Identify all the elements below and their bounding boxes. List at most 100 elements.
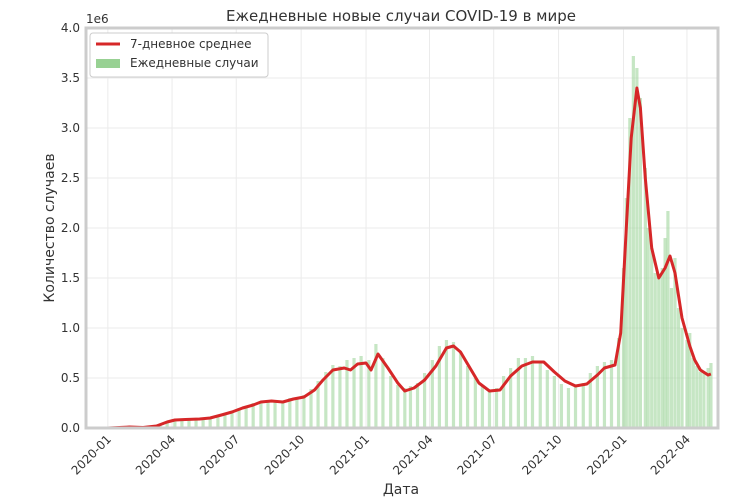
daily-case-bar — [628, 118, 632, 428]
x-tick-label: 2021-07 — [454, 432, 499, 477]
x-axis-ticks: 2020-01 2020-04 2020-07 2020-10 2021-01 2021-… — [69, 432, 693, 477]
y-tick-label: 0.5 — [61, 371, 80, 385]
daily-case-bar — [374, 344, 378, 428]
daily-case-bar — [389, 376, 393, 428]
daily-case-bar — [691, 358, 695, 428]
daily-case-bar — [709, 363, 713, 428]
daily-case-bar — [295, 398, 299, 428]
daily-case-bar — [165, 422, 169, 428]
daily-case-bar — [660, 268, 664, 428]
daily-case-bar — [266, 400, 270, 428]
daily-case-bar — [621, 268, 626, 428]
daily-case-bar — [538, 362, 542, 428]
daily-case-bar — [230, 411, 234, 428]
daily-case-bar — [653, 273, 657, 428]
daily-case-bar — [695, 366, 699, 428]
daily-case-bar — [552, 376, 556, 428]
daily-case-bar — [573, 386, 578, 428]
daily-case-bar — [698, 372, 702, 428]
daily-case-bar — [581, 383, 585, 428]
daily-case-bar — [430, 360, 434, 428]
x-axis-label: Дата — [383, 482, 419, 498]
seven-day-average-line — [107, 86, 712, 430]
daily-case-bar — [676, 308, 681, 428]
daily-case-bar — [408, 386, 413, 428]
x-tick-label: 2022-04 — [648, 432, 693, 477]
daily-case-bar — [359, 356, 363, 428]
y-tick-label: 1.0 — [61, 321, 80, 335]
daily-case-bar — [180, 419, 184, 428]
x-tick-label: 2020-10 — [262, 432, 307, 477]
daily-case-bar — [635, 68, 639, 428]
daily-case-bar — [523, 358, 528, 428]
daily-case-bar — [624, 198, 628, 428]
daily-case-bar — [566, 388, 571, 428]
daily-case-bar — [509, 368, 513, 428]
plot-frame — [84, 26, 720, 430]
y-tick-label: 2.0 — [61, 221, 80, 235]
daily-case-bar — [501, 376, 506, 428]
daily-case-bar — [666, 211, 670, 428]
daily-case-bar — [444, 340, 449, 428]
legend: 7-дневное среднее Ежедневные случаи — [89, 32, 269, 78]
daily-case-bar — [415, 383, 420, 428]
daily-case-bar — [223, 414, 227, 428]
daily-case-bar — [680, 328, 684, 428]
daily-case-bar — [688, 333, 692, 428]
y-scale-label: 1e6 — [86, 12, 109, 26]
daily-case-bar — [616, 338, 621, 428]
x-tick-label: 2020-04 — [133, 432, 178, 477]
daily-case-bar — [437, 346, 441, 428]
daily-case-bar — [331, 365, 335, 428]
daily-case-bar — [480, 386, 485, 428]
daily-case-bar — [367, 360, 371, 428]
daily-case-bar — [702, 373, 706, 428]
daily-case-bar — [403, 388, 407, 428]
daily-case-bar — [345, 360, 349, 428]
x-tick-label: 2021-01 — [327, 432, 372, 477]
daily-case-bar — [638, 98, 643, 428]
daily-case-bar — [302, 395, 306, 428]
legend-line-label: 7-дневное среднее — [130, 37, 251, 51]
x-tick-label: 2020-07 — [197, 432, 242, 477]
daily-case-bar — [324, 372, 328, 428]
daily-case-bar — [194, 419, 198, 428]
daily-case-bar — [602, 362, 607, 428]
daily-case-bar — [458, 352, 463, 428]
x-tick-label: 2021-10 — [519, 432, 564, 477]
y-tick-label: 2.5 — [61, 171, 80, 185]
plot-area — [84, 26, 720, 430]
x-tick-label: 2022-01 — [584, 432, 629, 477]
daily-case-bar — [669, 288, 674, 428]
daily-case-bar — [352, 358, 356, 428]
daily-case-bar — [173, 420, 177, 428]
chart-title: Ежедневные новые случаи COVID-19 в мире — [226, 7, 576, 25]
daily-case-bar — [650, 248, 654, 428]
daily-case-bar — [216, 416, 220, 428]
legend-bar-swatch — [96, 59, 120, 68]
y-tick-label: 3.5 — [61, 71, 80, 85]
daily-case-bar — [208, 418, 212, 428]
daily-case-bar — [244, 406, 248, 428]
y-axis-label: Количество случаев — [42, 153, 58, 302]
daily-case-bar — [251, 403, 255, 428]
daily-case-bar — [201, 418, 205, 428]
daily-case-bar — [381, 358, 385, 428]
daily-case-bar — [281, 401, 285, 428]
daily-case-bar — [396, 385, 400, 428]
y-tick-label: 1.5 — [61, 271, 80, 285]
y-tick-label: 0.0 — [61, 421, 80, 435]
x-tick-label: 2020-01 — [69, 432, 114, 477]
daily-case-bar — [516, 358, 520, 428]
daily-case-bar — [673, 258, 677, 428]
daily-case-bar — [545, 370, 549, 428]
daily-case-bar — [494, 388, 499, 428]
daily-case-bar — [663, 238, 667, 428]
daily-case-bar — [657, 278, 661, 428]
y-axis-ticks: 0.0 0.5 1.0 1.5 2.0 2.5 3.0 3.5 4.0 — [61, 21, 80, 435]
daily-case-bar — [631, 56, 635, 428]
daily-case-bar — [422, 373, 427, 428]
daily-case-bar — [646, 228, 650, 428]
x-tick-label: 2021-04 — [390, 432, 435, 477]
